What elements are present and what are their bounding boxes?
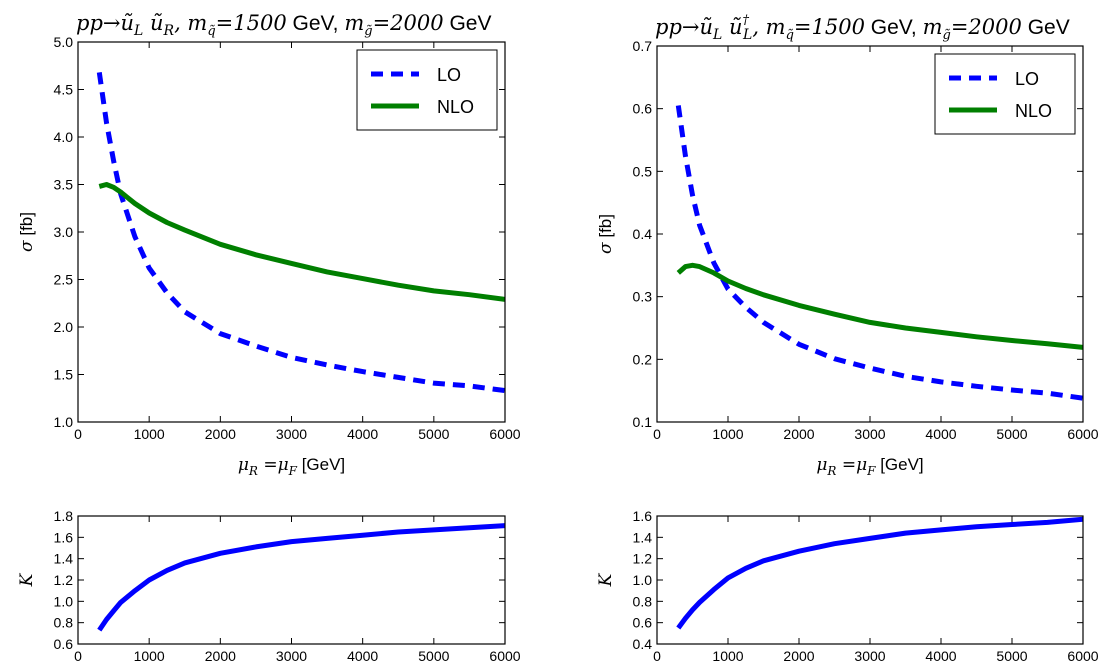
plot-frame: [77, 515, 506, 645]
x-tick-label: 5000: [418, 648, 449, 664]
y-tick-label: 5.0: [54, 34, 74, 50]
y-tick-label: 0.6: [633, 615, 653, 631]
chart-panel-4: 0 1000 2000 3000 4000 5000 6000 0.4 0.6 0.8 1.0 1.2…: [596, 508, 1099, 664]
y-axis-label: K: [17, 572, 37, 587]
y-tick-label: 1.0: [633, 572, 653, 588]
y-tick-label: 2.0: [54, 319, 74, 335]
x-tick-label: 0: [653, 426, 661, 442]
legend-nlo-label: NLO: [1015, 101, 1052, 121]
series-line-lo: [96, 72, 505, 394]
x-tick-label: 0: [653, 648, 661, 664]
x-tick-label: 3000: [854, 648, 885, 664]
x-tick-label: 2000: [783, 426, 814, 442]
y-tick-label: 1.4: [54, 551, 74, 567]
y-tick-label: 3.5: [54, 177, 74, 193]
x-tick-label: 1000: [712, 426, 743, 442]
plot-frame: [656, 45, 1084, 423]
x-tick-label: 2000: [783, 648, 814, 664]
legend-lo-label: LO: [437, 65, 461, 85]
y-tick-label: 3.0: [54, 224, 74, 240]
legend: LO NLO: [356, 49, 498, 131]
y-tick-label: 1.6: [633, 508, 653, 524]
x-tick-label: 6000: [489, 426, 520, 442]
x-tick-label: 3000: [276, 648, 307, 664]
x-tick-label: 4000: [925, 426, 956, 442]
legend-lo-label: LO: [1015, 69, 1039, 89]
x-tick-label: 6000: [489, 648, 520, 664]
x-tick-label: 1000: [712, 648, 743, 664]
y-tick-label: 1.4: [633, 529, 653, 545]
x-tick-label: 1000: [134, 426, 165, 442]
y-tick-label: 1.5: [54, 367, 74, 383]
x-tick-label: 5000: [996, 648, 1027, 664]
y-tick-label: 4.5: [54, 82, 74, 98]
y-tick-label: 0.7: [633, 38, 653, 54]
x-tick-label: 5000: [418, 426, 449, 442]
x-tick-label: 5000: [996, 426, 1027, 442]
plot-frame: [77, 41, 506, 423]
y-tick-label: 0.3: [633, 289, 653, 305]
y-tick-label: 0.6: [633, 101, 653, 117]
y-tick-label: 1.0: [54, 414, 74, 430]
y-tick-label: 1.6: [54, 529, 74, 545]
x-tick-label: 1000: [134, 648, 165, 664]
y-tick-label: 0.4: [633, 226, 653, 242]
y-tick-label: 0.8: [633, 593, 653, 609]
x-tick-label: 2000: [205, 426, 236, 442]
y-tick-label: 0.6: [54, 636, 74, 652]
y-tick-label: 1.8: [54, 508, 74, 524]
series-line-nlo: [676, 262, 1083, 350]
legend: LO NLO: [934, 53, 1076, 135]
x-axis-label: μR =μF [GeV]: [816, 455, 923, 478]
series-line-k-factor: [97, 523, 505, 632]
x-tick-label: 6000: [1067, 426, 1098, 442]
x-tick-label: 2000: [205, 648, 236, 664]
x-tick-label: 0: [74, 426, 82, 442]
y-tick-label: 0.1: [633, 414, 653, 430]
y-axis-label: K: [596, 572, 616, 587]
series-line-nlo: [98, 182, 505, 302]
y-tick-label: 1.2: [54, 572, 74, 588]
chart-title: pp→ũL ũ† L, mq̃=1500 GeV, mg̃=2000 GeV: [655, 13, 1070, 43]
y-tick-label: 0.5: [633, 163, 653, 179]
y-tick-label: 1.2: [633, 551, 653, 567]
y-tick-label: 0.2: [633, 351, 653, 367]
y-tick-label: 0.8: [54, 615, 74, 631]
x-tick-label: 4000: [347, 648, 378, 664]
x-axis-label: μR =μF [GeV]: [238, 455, 345, 478]
chart-panel-1: 0 1000 2000 3000 4000 5000 6000 1.0 1.5 2.0 2.5 3.0…: [17, 11, 521, 478]
x-tick-label: 3000: [854, 426, 885, 442]
x-tick-label: 3000: [276, 426, 307, 442]
y-tick-label: 4.0: [54, 129, 74, 145]
x-tick-label: 6000: [1067, 648, 1098, 664]
chart-panel-3: 0 1000 2000 3000 4000 5000 6000 0.6 0.8 1.0 1.2 1.4…: [17, 508, 521, 664]
chart-title: pp→ũL ũR, mq̃=1500 GeV, mg̃=2000 GeV: [76, 11, 491, 39]
y-axis-label: σ [fb]: [17, 212, 37, 252]
chart-panel-2: 0 1000 2000 3000 4000 5000 6000 0.1 0.2 0.3 0.4 0.5…: [596, 13, 1099, 478]
plot-frame: [656, 515, 1084, 645]
legend-box: [934, 53, 1076, 135]
legend-box: [356, 49, 498, 131]
x-tick-label: 0: [74, 648, 82, 664]
y-axis-label: σ [fb]: [596, 214, 616, 254]
x-tick-label: 4000: [925, 648, 956, 664]
y-tick-label: 2.5: [54, 272, 74, 288]
legend-nlo-label: NLO: [437, 97, 474, 117]
y-tick-label: 0.4: [633, 636, 653, 652]
x-tick-label: 4000: [347, 426, 378, 442]
series-line-k-factor: [676, 516, 1083, 630]
series-line-lo: [675, 105, 1083, 401]
y-tick-label: 1.0: [54, 593, 74, 609]
